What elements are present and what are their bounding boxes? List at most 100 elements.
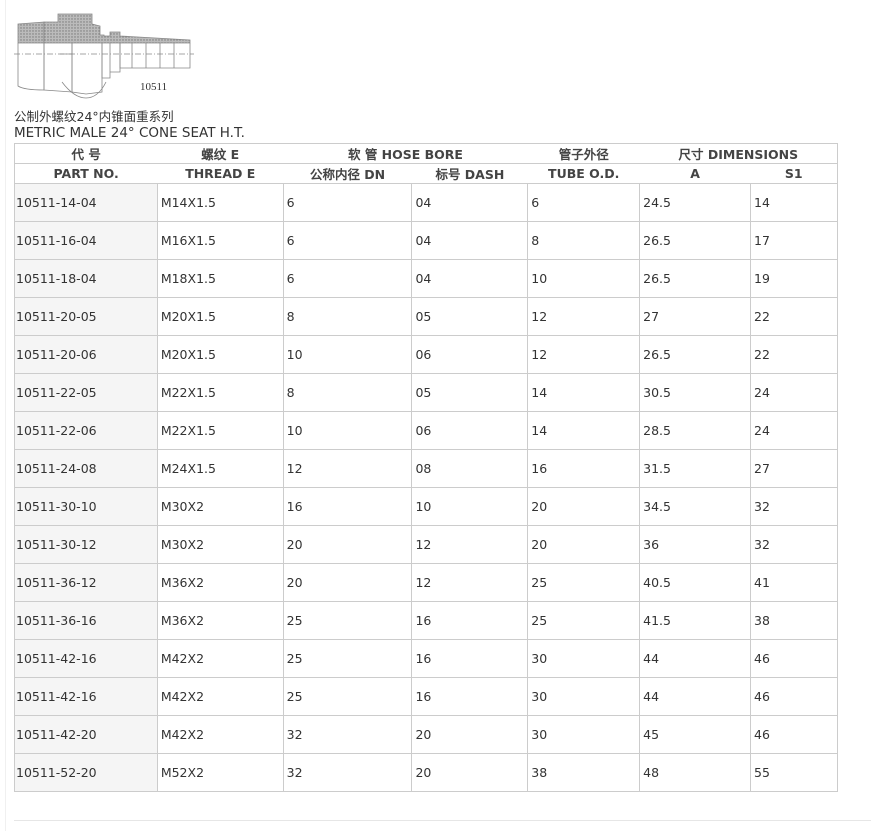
table-row: 10511-14-04 M14X1.5 6 04 6 24.5 14 <box>14 183 838 222</box>
cell-thread: M14X1.5 <box>156 183 284 222</box>
cell-dn: 25 <box>282 601 413 640</box>
header-tube-od: TUBE O.D. <box>527 163 640 184</box>
table-row: 10511-30-12 M30X2 20 12 20 36 32 <box>14 525 838 564</box>
cell-s1: 55 <box>750 753 838 792</box>
table-row: 10511-30-10 M30X2 16 10 20 34.5 32 <box>14 487 838 526</box>
cell-s1: 46 <box>750 715 838 754</box>
table-row: 10511-22-05 M22X1.5 8 05 14 30.5 24 <box>14 373 838 412</box>
cell-dn: 25 <box>282 677 413 716</box>
header-dimensions: 尺寸 DIMENSIONS <box>639 143 838 164</box>
cell-dash: 12 <box>411 525 529 564</box>
cell-a: 40.5 <box>639 563 752 602</box>
cell-a: 26.5 <box>639 221 752 260</box>
cell-thread: M30X2 <box>156 487 284 526</box>
cell-part-no: 10511-30-10 <box>14 487 158 526</box>
cell-tube-od: 6 <box>527 183 641 222</box>
cell-part-no: 10511-24-08 <box>14 449 158 488</box>
cell-dash: 08 <box>411 449 529 488</box>
cell-thread: M16X1.5 <box>156 221 284 260</box>
header-part-no: PART NO. <box>14 163 158 184</box>
cell-a: 26.5 <box>639 335 752 374</box>
header-a: A <box>639 163 751 184</box>
cell-dn: 32 <box>282 753 413 792</box>
cell-thread: M36X2 <box>156 563 284 602</box>
cell-dn: 25 <box>282 639 413 678</box>
cell-tube-od: 20 <box>527 525 641 564</box>
cell-dash: 16 <box>411 601 529 640</box>
cell-part-no: 10511-52-20 <box>14 753 158 792</box>
cell-s1: 14 <box>750 183 838 222</box>
cell-tube-od: 30 <box>527 639 641 678</box>
table-row: 10511-24-08 M24X1.5 12 08 16 31.5 27 <box>14 449 838 488</box>
cell-dn: 10 <box>282 335 413 374</box>
cell-thread: M22X1.5 <box>156 411 284 450</box>
cell-a: 41.5 <box>639 601 752 640</box>
header-part-no-cn: 代 号 <box>14 143 158 164</box>
header-s1: S1 <box>750 163 838 184</box>
cell-dn: 10 <box>282 411 413 450</box>
cell-thread: M42X2 <box>156 639 284 678</box>
header-hose-bore: 软 管 HOSE BORE <box>283 143 528 164</box>
cell-thread: M24X1.5 <box>156 449 284 488</box>
table-row: 10511-36-12 M36X2 20 12 25 40.5 41 <box>14 563 838 602</box>
cell-a: 28.5 <box>639 411 752 450</box>
header-dn: 公称内径 DN <box>283 163 412 184</box>
page-edge-line <box>5 0 6 831</box>
cell-a: 36 <box>639 525 752 564</box>
cell-tube-od: 30 <box>527 677 641 716</box>
cell-a: 31.5 <box>639 449 752 488</box>
cell-tube-od: 30 <box>527 715 641 754</box>
table-row: 10511-16-04 M16X1.5 6 04 8 26.5 17 <box>14 221 838 260</box>
cell-tube-od: 14 <box>527 373 641 412</box>
cell-part-no: 10511-42-16 <box>14 677 158 716</box>
cell-tube-od: 8 <box>527 221 641 260</box>
cell-dn: 8 <box>282 373 413 412</box>
cell-dn: 6 <box>282 183 413 222</box>
cell-a: 27 <box>639 297 752 336</box>
header-tube-od-cn: 管子外径 <box>527 143 640 164</box>
cell-s1: 41 <box>750 563 838 602</box>
cell-part-no: 10511-20-06 <box>14 335 158 374</box>
cell-part-no: 10511-30-12 <box>14 525 158 564</box>
cell-s1: 22 <box>750 297 838 336</box>
cell-s1: 32 <box>750 487 838 526</box>
header-thread: THREAD E <box>157 163 284 184</box>
cell-s1: 22 <box>750 335 838 374</box>
drawing-label: 10511 <box>140 81 167 93</box>
cell-s1: 24 <box>750 411 838 450</box>
cell-thread: M36X2 <box>156 601 284 640</box>
cell-dn: 8 <box>282 297 413 336</box>
divider <box>14 820 871 821</box>
cell-s1: 24 <box>750 373 838 412</box>
cell-thread: M18X1.5 <box>156 259 284 298</box>
table-row: 10511-42-16 M42X2 25 16 30 44 46 <box>14 677 838 716</box>
cell-thread: M52X2 <box>156 753 284 792</box>
cell-a: 44 <box>639 639 752 678</box>
cell-part-no: 10511-20-05 <box>14 297 158 336</box>
cell-s1: 46 <box>750 677 838 716</box>
cell-part-no: 10511-36-16 <box>14 601 158 640</box>
cell-part-no: 10511-22-05 <box>14 373 158 412</box>
cell-tube-od: 12 <box>527 297 641 336</box>
cell-dash: 16 <box>411 639 529 678</box>
cell-dash: 05 <box>411 373 529 412</box>
cell-dash: 06 <box>411 411 529 450</box>
table-row: 10511-18-04 M18X1.5 6 04 10 26.5 19 <box>14 259 838 298</box>
header-row-2: PART NO. THREAD E 公称内径 DN 标号 DASH TUBE O… <box>14 163 838 184</box>
table-row: 10511-22-06 M22X1.5 10 06 14 28.5 24 <box>14 411 838 450</box>
cell-thread: M42X2 <box>156 715 284 754</box>
cell-dn: 6 <box>282 259 413 298</box>
cell-dash: 20 <box>411 715 529 754</box>
cell-tube-od: 10 <box>527 259 641 298</box>
cell-tube-od: 14 <box>527 411 641 450</box>
table-row: 10511-52-20 M52X2 32 20 38 48 55 <box>14 753 838 792</box>
table-row: 10511-36-16 M36X2 25 16 25 41.5 38 <box>14 601 838 640</box>
cell-thread: M30X2 <box>156 525 284 564</box>
cell-tube-od: 12 <box>527 335 641 374</box>
cell-dash: 06 <box>411 335 529 374</box>
cell-s1: 17 <box>750 221 838 260</box>
header-thread-cn: 螺纹 E <box>157 143 284 164</box>
cell-thread: M22X1.5 <box>156 373 284 412</box>
spec-table: 代 号 螺纹 E 软 管 HOSE BORE 管子外径 尺寸 DIMENSION… <box>14 143 838 792</box>
header-row-1: 代 号 螺纹 E 软 管 HOSE BORE 管子外径 尺寸 DIMENSION… <box>14 143 838 164</box>
